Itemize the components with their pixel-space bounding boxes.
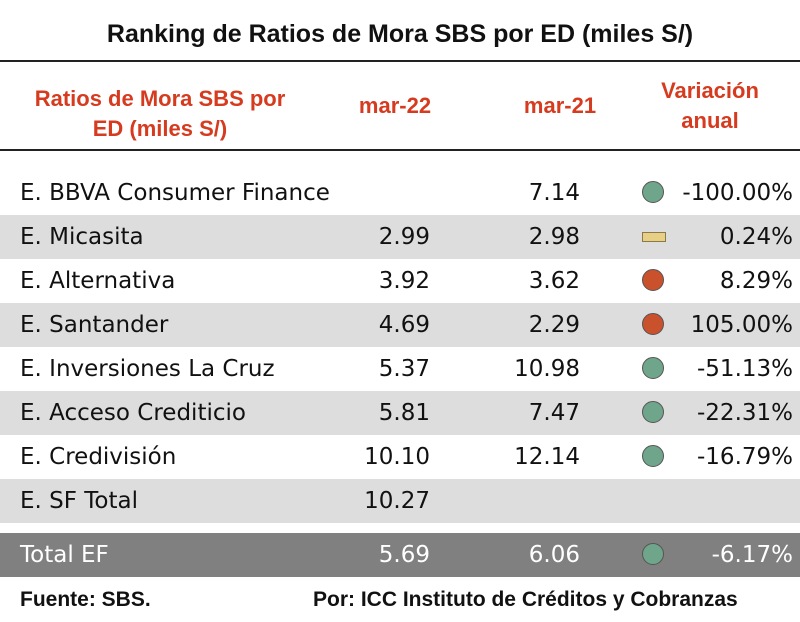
row-mar22-value: 10.10	[364, 444, 430, 470]
row-mar21-value	[450, 479, 580, 523]
title-divider	[0, 60, 800, 62]
row-variation-value: -16.79%	[697, 444, 793, 470]
green-circle-icon	[642, 445, 666, 469]
total-mar22: 5.69	[378, 542, 430, 568]
green-circle-icon	[642, 357, 666, 381]
total-variation: -6.17%	[711, 542, 793, 568]
green-circle-icon	[642, 181, 666, 205]
red-circle-icon	[642, 313, 666, 337]
row-mar22-value: 3.92	[378, 268, 430, 294]
table-row: E. Santander 4.69 2.29 105.00%	[0, 303, 800, 347]
yellow-dash-icon	[642, 225, 666, 249]
row-entity-name: E. BBVA Consumer Finance	[20, 180, 330, 206]
total-name: Total EF	[20, 542, 109, 568]
row-mar21-value: 7.47	[528, 400, 580, 426]
row-mar22-value	[300, 171, 430, 215]
header-entity-line2: ED (miles S/)	[92, 116, 228, 141]
header-variation-line2: anual	[681, 108, 739, 133]
header-mar22: mar-22	[358, 93, 432, 118]
row-variation-value: 8.29%	[719, 268, 793, 294]
header-divider	[0, 149, 800, 151]
row-mar22-value: 10.27	[364, 488, 430, 514]
row-mar21-value: 12.14	[514, 444, 580, 470]
row-mar22-value: 4.69	[378, 312, 430, 338]
header-entity-line1: Ratios de Mora SBS por	[34, 86, 286, 111]
row-mar21-value: 3.62	[528, 268, 580, 294]
header-variation-line1: Variación	[661, 78, 759, 103]
row-mar21-value: 2.98	[528, 224, 580, 250]
table-row: E. BBVA Consumer Finance 7.14 -100.00%	[0, 171, 800, 215]
row-mar21-value: 2.29	[528, 312, 580, 338]
table-title: Ranking de Ratios de Mora SBS por ED (mi…	[106, 20, 694, 48]
table-row: E. SF Total 10.27	[0, 479, 800, 523]
row-entity-name: E. SF Total	[20, 488, 139, 514]
table-row: E. Alternativa 3.92 3.62 8.29%	[0, 259, 800, 303]
header-entity: Ratios de Mora SBS por ED (miles S/)	[15, 84, 305, 144]
table-row: E. Acceso Crediticio 5.81 7.47 -22.31%	[0, 391, 800, 435]
row-mar22-value: 5.37	[378, 356, 430, 382]
row-variation-value: 0.24%	[719, 224, 793, 250]
row-entity-name: E. Acceso Crediticio	[20, 400, 246, 426]
footer-credit: Por: ICC Instituto de Créditos y Cobranz…	[313, 588, 738, 611]
table-row: E. Micasita 2.99 2.98 0.24%	[0, 215, 800, 259]
total-mar21: 6.06	[528, 542, 580, 568]
row-variation-value: -22.31%	[697, 400, 793, 426]
row-variation-value	[660, 479, 793, 523]
green-circle-icon	[642, 401, 666, 425]
red-circle-icon	[642, 269, 666, 293]
row-variation-value: -51.13%	[697, 356, 793, 382]
header-mar21: mar-21	[523, 93, 597, 118]
row-variation-value: 105.00%	[690, 312, 793, 338]
row-entity-name: E. Alternativa	[20, 268, 176, 294]
total-indicator-icon	[642, 543, 666, 567]
table-row: E. Credivisión 10.10 12.14 -16.79%	[0, 435, 800, 479]
row-entity-name: E. Inversiones La Cruz	[20, 356, 275, 382]
table-row: E. Inversiones La Cruz 5.37 10.98 -51.13%	[0, 347, 800, 391]
row-mar22-value: 2.99	[378, 224, 430, 250]
footer-source: Fuente: SBS.	[20, 588, 151, 611]
total-row: Total EF 5.69 6.06 -6.17%	[0, 533, 800, 577]
row-mar21-value: 7.14	[528, 180, 580, 206]
row-entity-name: E. Santander	[20, 312, 169, 338]
row-entity-name: E. Micasita	[20, 224, 144, 250]
row-variation-value: -100.00%	[682, 180, 793, 206]
row-mar21-value: 10.98	[514, 356, 580, 382]
row-mar22-value: 5.81	[378, 400, 430, 426]
row-entity-name: E. Credivisión	[20, 444, 177, 470]
header-variation: Variación anual	[640, 76, 780, 136]
